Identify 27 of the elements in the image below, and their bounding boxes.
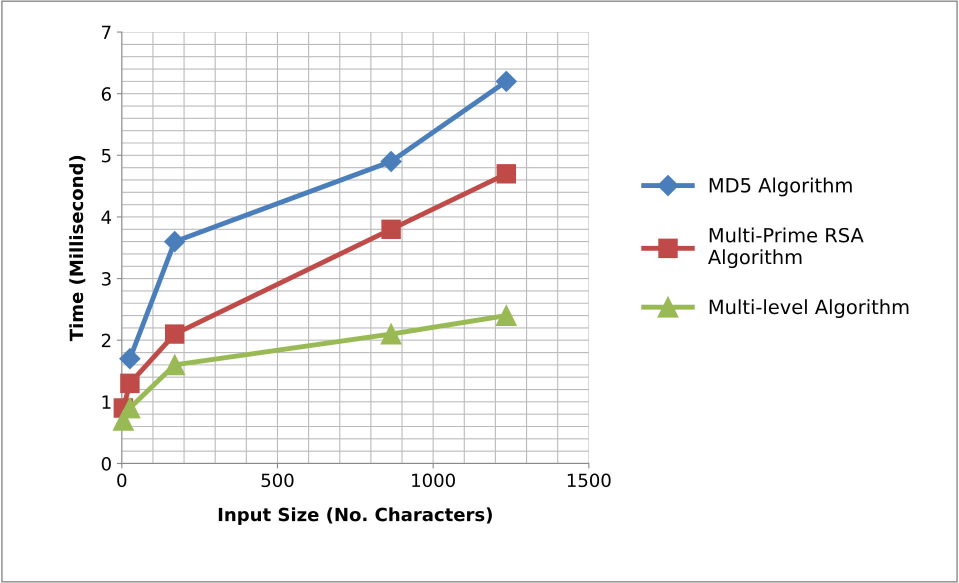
point <box>119 348 140 370</box>
y-tick-label: 6 <box>102 87 111 101</box>
x-tick-label: 500 <box>262 474 294 488</box>
y-tick-label: 0 <box>102 456 111 471</box>
y-tick-label: 4 <box>101 210 112 224</box>
y-tick-label: 3 <box>102 272 111 286</box>
legend-label: Multi-Prime RSA Algorithm <box>708 227 864 268</box>
legend-label: MD5 Algorithm <box>710 178 852 196</box>
y-tick-label: 7 <box>102 26 111 39</box>
x-tick-label: 0 <box>117 474 126 488</box>
point <box>381 220 401 240</box>
point <box>380 324 402 344</box>
x-tick-label: 1500 <box>568 474 611 488</box>
y-tick-label: 1 <box>102 396 110 409</box>
point <box>165 324 184 344</box>
x-axis-title: Input Size (No. Characters) <box>218 507 492 525</box>
y-axis-title: Time (Millisecond) <box>69 156 86 342</box>
point <box>164 231 186 252</box>
point <box>380 150 402 172</box>
point <box>496 70 517 92</box>
point <box>496 164 516 184</box>
point <box>120 374 140 394</box>
y-tick-label: 2 <box>102 334 110 348</box>
point <box>496 305 517 326</box>
legend-label: Multi-level Algorithm <box>710 299 908 318</box>
x-tick-label: 1000 <box>412 474 455 488</box>
y-tick-label: 5 <box>102 149 110 162</box>
